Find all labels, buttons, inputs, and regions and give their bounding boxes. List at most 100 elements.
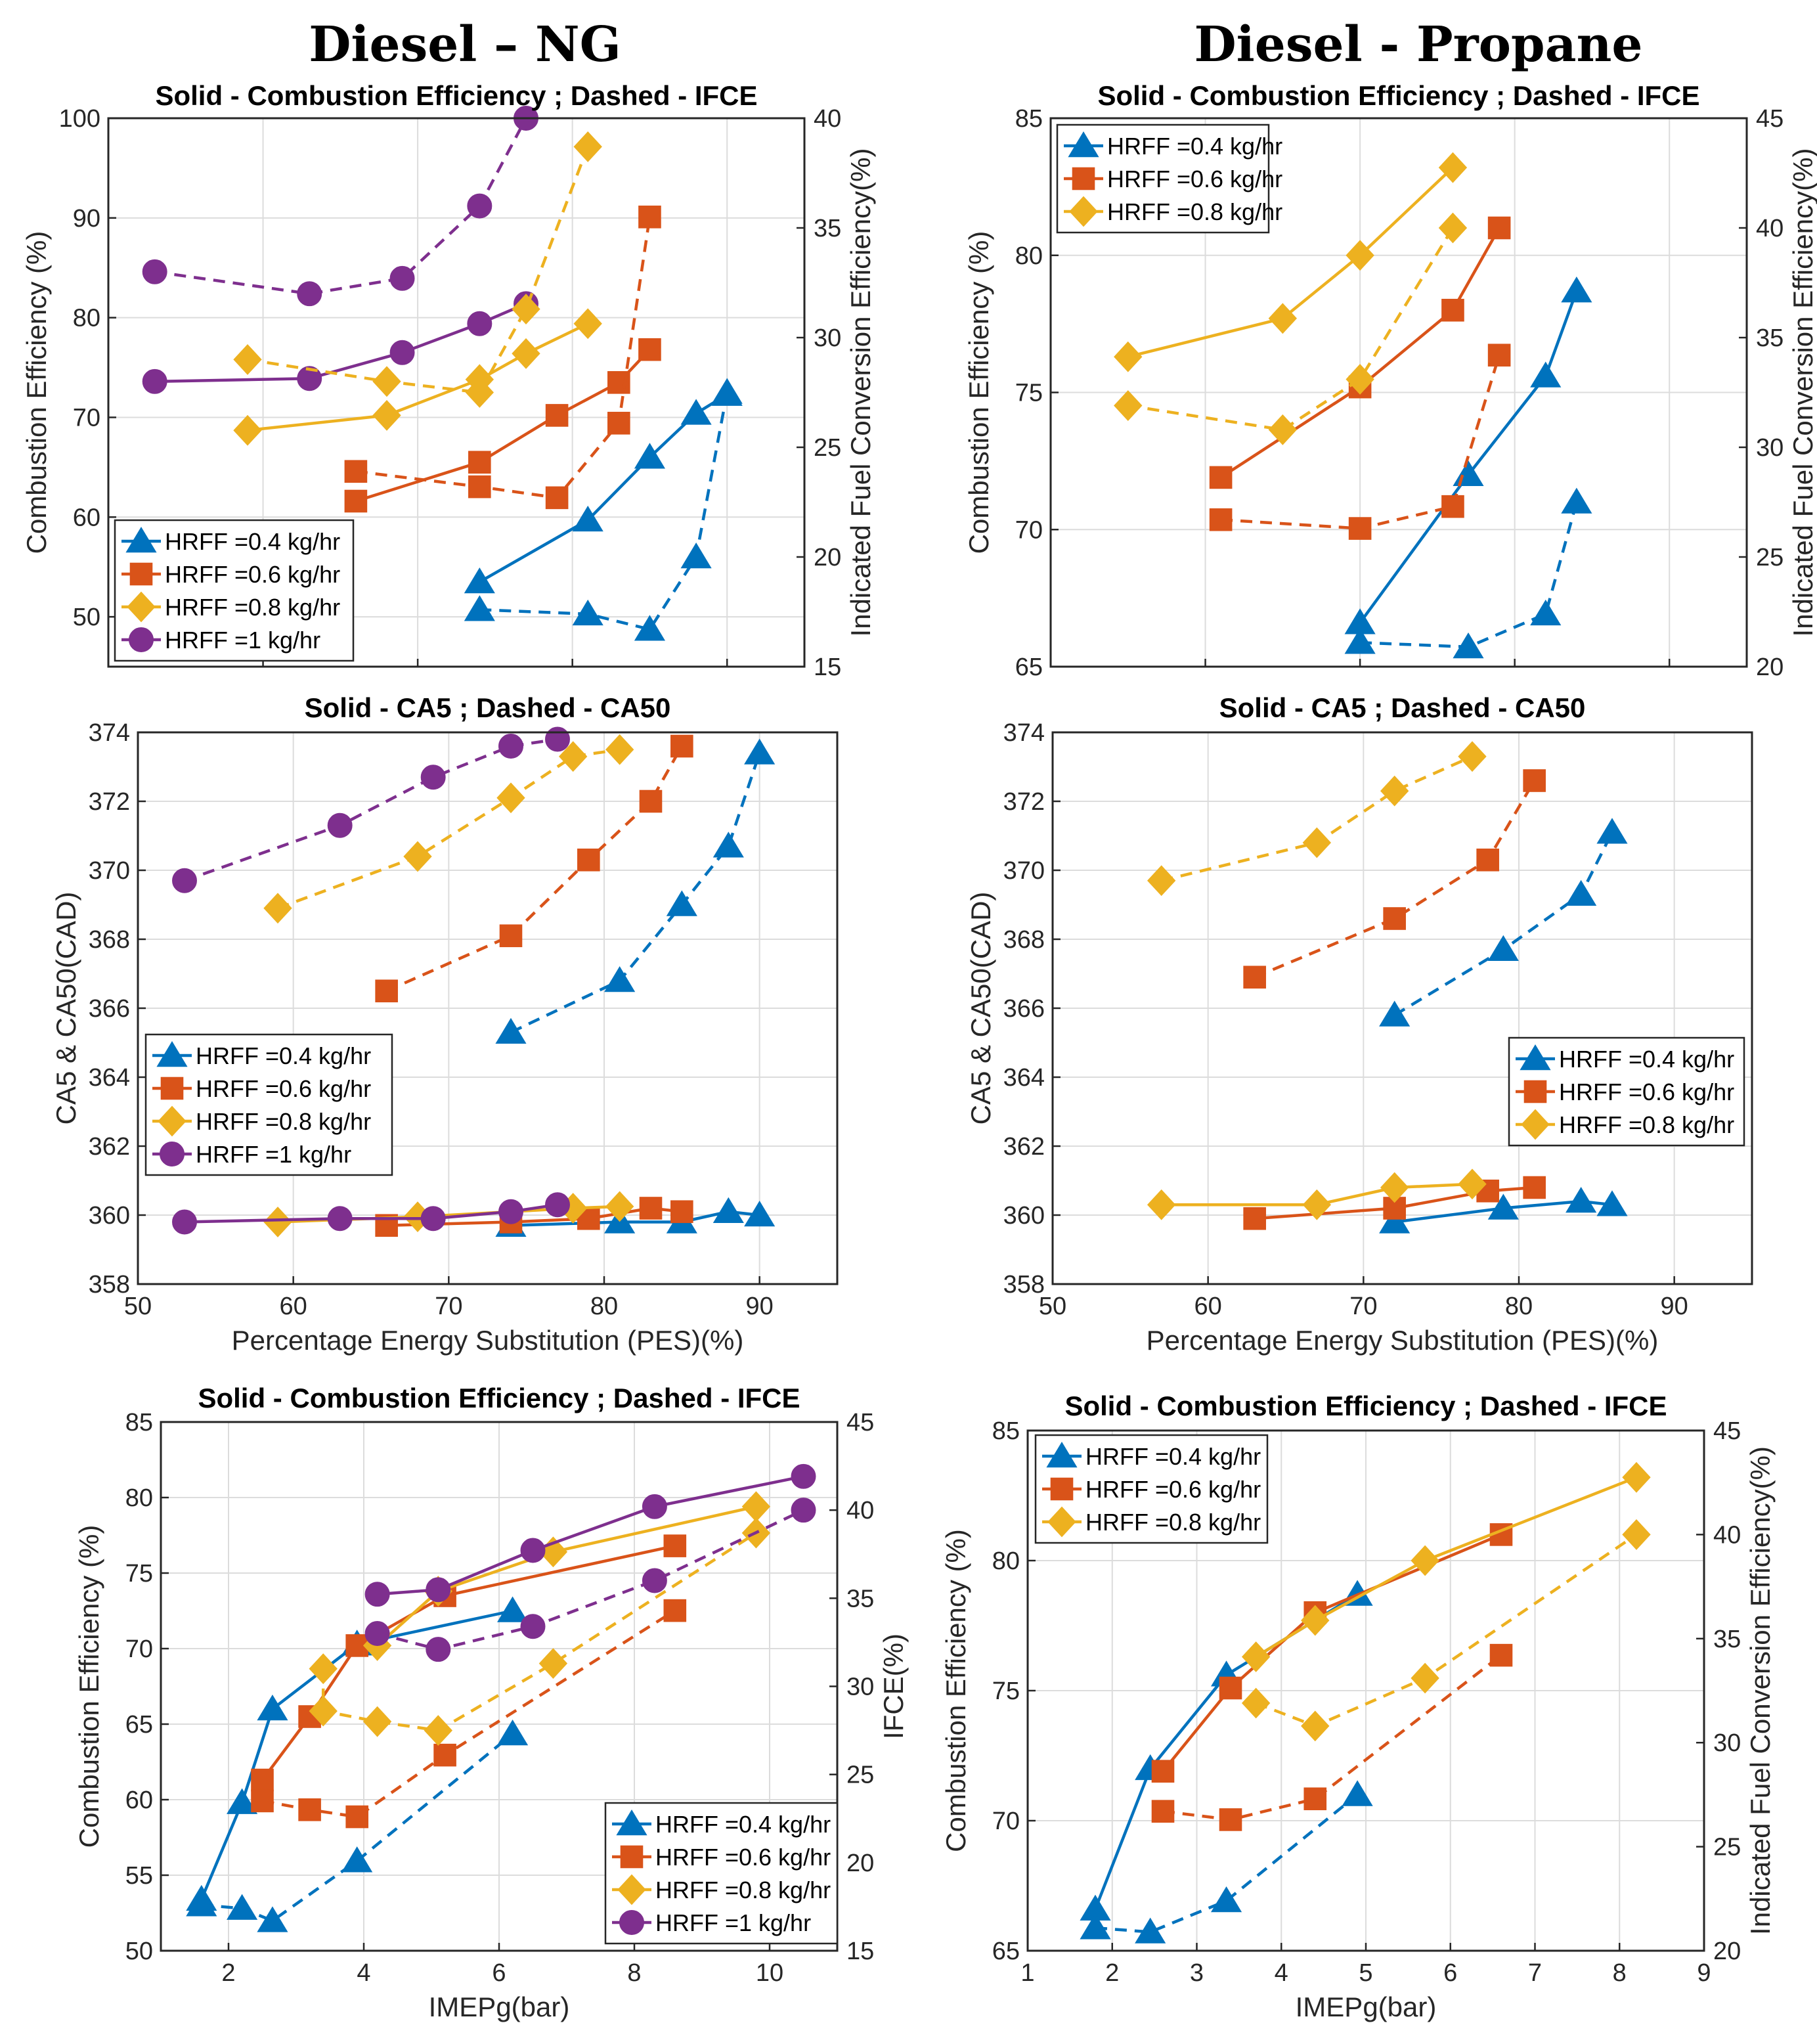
- data-point: [389, 265, 415, 291]
- y2-tick-label: 30: [814, 324, 841, 352]
- data-point: [1209, 508, 1233, 531]
- x-tick-label: 80: [590, 1293, 618, 1320]
- y2-tick-label: 35: [1756, 324, 1784, 352]
- data-point: [499, 924, 523, 948]
- data-point: [497, 1596, 529, 1622]
- y2-tick-label: 40: [846, 1497, 874, 1524]
- data-point: [666, 890, 697, 916]
- data-point: [375, 979, 398, 1003]
- data-point: [1487, 344, 1511, 367]
- data-point: [364, 1621, 390, 1646]
- y2-tick-label: 25: [1713, 1834, 1741, 1861]
- data-point: [1346, 240, 1374, 271]
- y2-tick-label: 20: [846, 1850, 874, 1877]
- data-point: [372, 400, 401, 431]
- x-tick-label: 8: [627, 1959, 641, 1987]
- series-line-dashed-4: [1220, 355, 1501, 530]
- legend-label: HRFF =0.4 kg/hr: [1107, 133, 1282, 160]
- data-point: [1411, 1545, 1439, 1576]
- y2-tick-label: 45: [1713, 1417, 1741, 1445]
- chart-title: Solid - CA5 ; Dashed - CA50: [305, 692, 671, 723]
- legend: HRFF =0.4 kg/hr HRFF =0.6 kg/hr HRFF =0.8 …: [604, 1802, 839, 1945]
- legend-label: HRFF =0.8 kg/hr: [1107, 198, 1282, 225]
- legend-box: [144, 1033, 393, 1176]
- data-point: [497, 1719, 529, 1746]
- column-title-propane: Diesel - Propane: [1194, 16, 1642, 73]
- data-point: [372, 366, 401, 397]
- data-point: [468, 451, 491, 474]
- legend: HRFF =0.4 kg/hr HRFF =0.6 kg/hr HRFF =0.8 …: [144, 1033, 393, 1176]
- data-point: [327, 1206, 353, 1232]
- data-point: [577, 848, 600, 872]
- y2-tick-label: 30: [846, 1674, 874, 1701]
- y2-tick-label: 15: [814, 654, 841, 681]
- data-point: [1302, 827, 1332, 858]
- data-point: [1383, 907, 1406, 930]
- series-line-dashed-3: [1095, 1793, 1359, 1934]
- data-point: [558, 741, 588, 772]
- series-line-solid-1: [1162, 1533, 1502, 1773]
- y-tick-label: 70: [125, 1635, 153, 1663]
- x-tick-label: 60: [280, 1293, 307, 1320]
- data-point: [1489, 1643, 1513, 1667]
- data-point: [1151, 1800, 1175, 1823]
- legend-label: HRFF =1 kg/hr: [165, 627, 320, 654]
- data-point: [298, 1798, 321, 1821]
- legend-marker: [160, 1077, 184, 1100]
- y-tick-label: 70: [992, 1808, 1020, 1835]
- legend-marker: [160, 1142, 185, 1166]
- data-point: [1268, 303, 1298, 334]
- y-tick-label: 70: [1015, 516, 1043, 544]
- data-point: [186, 1890, 217, 1917]
- data-point: [1438, 152, 1468, 183]
- y-tick-label: 370: [1003, 857, 1045, 885]
- legend-marker: [1520, 1044, 1551, 1071]
- data-point: [1380, 1172, 1409, 1203]
- data-point: [426, 1577, 451, 1603]
- data-point: [712, 832, 744, 858]
- y-tick-label: 75: [992, 1677, 1020, 1705]
- series-line-solid-0: [1359, 290, 1579, 624]
- data-point: [1379, 1207, 1411, 1233]
- y2-tick-label: 25: [814, 434, 841, 462]
- series-line-dashed-4: [1254, 780, 1536, 979]
- legend-marker: [125, 527, 157, 553]
- y2-axis-label: IFCE(%): [878, 1633, 909, 1739]
- data-point: [364, 1582, 390, 1607]
- data-point: [309, 1695, 338, 1727]
- data-point: [297, 281, 322, 307]
- data-point: [1596, 1190, 1628, 1216]
- y-tick-label: 358: [89, 1271, 130, 1299]
- y2-tick-label: 45: [1756, 105, 1784, 133]
- data-point: [345, 1805, 369, 1829]
- chart-pr_pes_ca: 358 360 362 364 366 368 370 372 374 50 60 70 80 90 Sol…: [965, 692, 1753, 1356]
- data-point: [1441, 298, 1464, 322]
- data-point: [1565, 879, 1597, 906]
- y2-axis-label: Indicated Fuel Conversion Efficiency(%): [1745, 1446, 1776, 1935]
- data-point: [464, 595, 495, 621]
- data-point: [420, 1206, 446, 1232]
- series-line-solid-2: [1161, 1182, 1473, 1207]
- data-point: [1114, 390, 1143, 421]
- legend-marker: [127, 591, 156, 623]
- x-axis-label: IMEPg(bar): [429, 1991, 570, 2022]
- data-point: [251, 1768, 274, 1792]
- axes-frame: [107, 117, 806, 668]
- series-line-solid-2: [1127, 166, 1454, 359]
- x-axis-label: Percentage Energy Substitution (PES)(%): [232, 1325, 744, 1356]
- data-point: [1080, 1913, 1111, 1940]
- x-tick-label: 70: [435, 1293, 462, 1320]
- x-tick-label: 1: [1020, 1959, 1034, 1987]
- y-tick-label: 60: [125, 1787, 153, 1814]
- data-point: [607, 371, 630, 394]
- legend-marker: [129, 627, 154, 652]
- x-tick-label: 7: [1528, 1959, 1542, 1987]
- data-point: [1453, 632, 1484, 659]
- legend-label: HRFF =0.6 kg/hr: [165, 561, 340, 588]
- y2-tick-label: 20: [1756, 654, 1784, 681]
- legend-marker: [158, 1105, 186, 1137]
- data-point: [1301, 1710, 1330, 1742]
- data-point: [142, 259, 167, 284]
- series-line-dashed-5: [1161, 755, 1473, 882]
- data-point: [545, 1192, 570, 1218]
